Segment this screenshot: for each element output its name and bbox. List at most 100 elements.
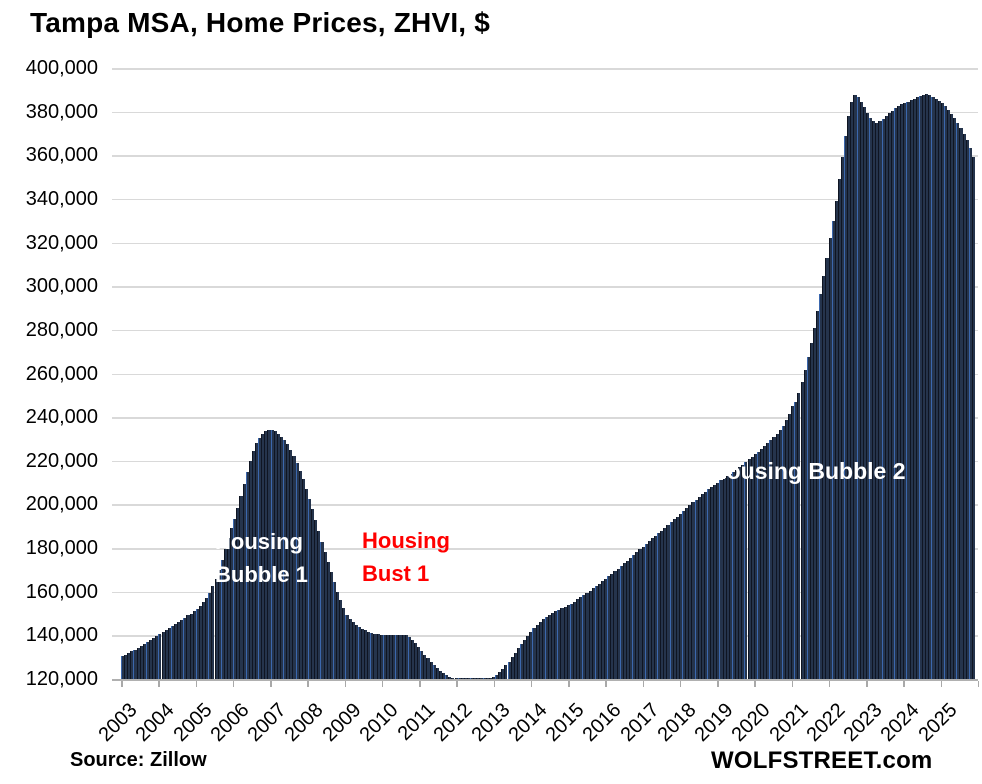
price-bar (862, 107, 866, 679)
price-bar (364, 630, 368, 679)
price-bar (672, 519, 676, 679)
y-gridline (112, 329, 978, 332)
price-bar (292, 456, 296, 679)
price-bar (301, 479, 305, 679)
x-axis-tick (419, 681, 421, 687)
y-gridline (112, 417, 978, 419)
x-axis-tick (903, 681, 905, 687)
price-bar (379, 634, 383, 679)
price-bar (604, 579, 608, 679)
x-axis-tick (717, 681, 719, 687)
y-gridline (112, 286, 978, 288)
x-axis-tick (344, 681, 347, 687)
price-bar (195, 609, 199, 679)
price-bar (700, 494, 704, 679)
x-axis-line (112, 678, 978, 681)
price-bar (507, 661, 511, 679)
price-bar (632, 555, 636, 679)
price-bar (766, 443, 770, 679)
price-bar (205, 597, 209, 679)
price-bar (678, 513, 683, 679)
price-bar (872, 121, 876, 679)
price-bar (526, 635, 530, 679)
price-bar (255, 443, 259, 679)
price-bar (881, 119, 885, 679)
price-bar (348, 618, 352, 679)
price-bar (133, 649, 137, 679)
price-bar (479, 677, 483, 679)
price-bar (953, 118, 957, 679)
price-bar (121, 656, 125, 679)
x-axis-tick (493, 681, 496, 687)
x-axis-tick (605, 681, 607, 687)
price-bar (784, 420, 788, 679)
price-bar (756, 451, 760, 679)
price-bar (753, 454, 757, 679)
annotation-housing-bubble-1: Housing Bubble 1 (215, 525, 308, 591)
price-bar (482, 677, 486, 679)
price-bar (389, 635, 393, 679)
price-bar (124, 654, 128, 679)
price-bar (286, 444, 290, 679)
price-bar (186, 615, 190, 679)
price-bar (588, 590, 592, 679)
price-bar (308, 498, 312, 679)
price-bar (223, 549, 227, 679)
price-bar (152, 638, 156, 679)
price-bar (797, 393, 801, 679)
price-bar (267, 429, 271, 679)
price-bar (844, 135, 848, 679)
x-axis-tick (679, 681, 682, 687)
y-axis-tick-label: 360,000 (25, 144, 98, 167)
price-bar (167, 628, 171, 679)
x-axis-tick (381, 681, 384, 687)
price-bar (463, 677, 467, 679)
price-bar (837, 179, 841, 679)
x-axis-tick (568, 681, 570, 687)
price-bar (279, 436, 284, 679)
price-bar (928, 95, 932, 679)
price-bar (551, 613, 555, 679)
price-bar (666, 525, 670, 679)
price-bar (180, 619, 184, 679)
price-bar (155, 636, 159, 679)
price-bar (781, 425, 785, 679)
price-bar (685, 507, 689, 679)
price-bar (591, 588, 595, 679)
price-bar (597, 583, 601, 679)
price-bar (320, 541, 324, 679)
price-bar (865, 112, 870, 679)
annotation-housing-bust-1: Housing Bust 1 (362, 524, 450, 590)
price-bar (576, 599, 580, 679)
price-bar (513, 652, 517, 679)
price-bar (831, 220, 835, 679)
price-bar (912, 98, 916, 679)
chart-title: Tampa MSA, Home Prices, ZHVI, $ (30, 7, 491, 38)
price-bar (510, 657, 514, 679)
price-bar (417, 646, 421, 679)
price-bar (557, 609, 561, 679)
price-bar (635, 552, 639, 679)
price-bar (164, 630, 168, 679)
price-bar (947, 109, 951, 679)
price-bar (697, 497, 701, 679)
price-bar (682, 510, 686, 679)
price-bar (370, 632, 374, 679)
price-bar (819, 293, 823, 679)
price-bar (376, 634, 380, 679)
price-bar (834, 201, 838, 679)
price-bar (398, 634, 402, 679)
price-bar (220, 560, 224, 679)
price-bar (426, 658, 430, 679)
price-bar (610, 573, 614, 679)
price-bar (897, 105, 901, 679)
y-gridline (112, 198, 978, 201)
price-bar (943, 106, 947, 679)
price-bar (816, 311, 820, 679)
price-bar (395, 635, 399, 679)
x-axis-tick (270, 681, 272, 687)
price-bar (887, 113, 891, 679)
y-axis-tick-label: 320,000 (25, 231, 98, 254)
price-bar (214, 578, 218, 679)
price-bar (968, 148, 972, 679)
